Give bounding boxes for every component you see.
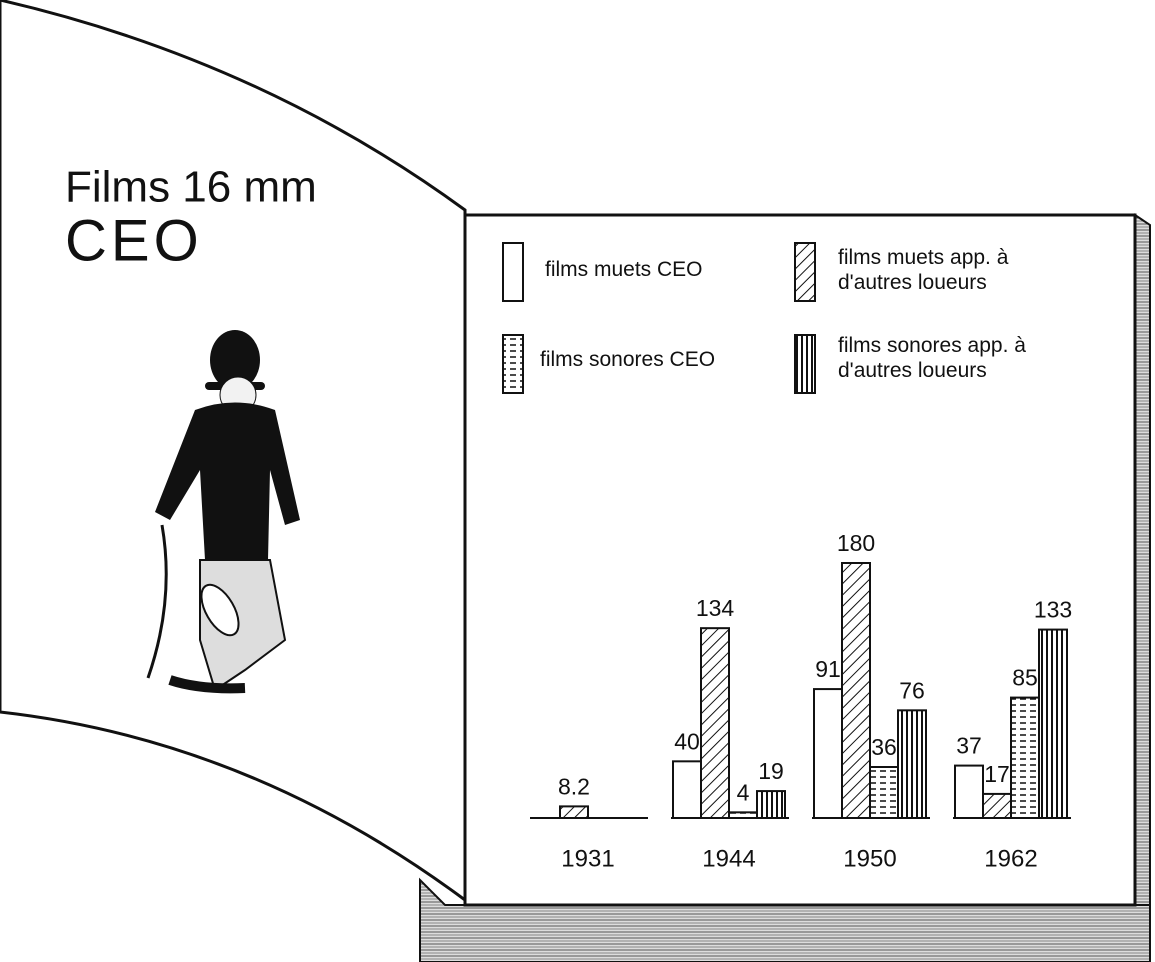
legend-swatch bbox=[502, 334, 524, 394]
value-label: 85 bbox=[1012, 665, 1038, 691]
value-label: 91 bbox=[815, 656, 841, 682]
value-label: 37 bbox=[956, 733, 982, 759]
x-tick-label: 1950 bbox=[843, 845, 896, 872]
figure bbox=[146, 330, 300, 694]
x-tick-label: 1962 bbox=[984, 845, 1037, 872]
value-label: 180 bbox=[837, 530, 875, 556]
legend-swatch bbox=[794, 334, 816, 394]
value-label: 134 bbox=[696, 595, 735, 621]
bar bbox=[672, 760, 702, 819]
value-label: 133 bbox=[1034, 597, 1072, 623]
value-label: 76 bbox=[899, 677, 925, 703]
legend-swatch bbox=[502, 242, 524, 302]
bar bbox=[1010, 696, 1040, 819]
legend-label: films muets CEO bbox=[545, 258, 703, 281]
bar bbox=[756, 790, 786, 819]
bar bbox=[869, 766, 899, 819]
legend-swatch bbox=[794, 242, 816, 302]
chart-subtitle: CEO bbox=[65, 208, 203, 273]
value-label: 8.2 bbox=[558, 773, 590, 799]
bar bbox=[897, 709, 927, 819]
legend-label: films sonores app. à d'autres loueurs bbox=[838, 334, 1026, 382]
x-tick-label: 1944 bbox=[702, 845, 755, 872]
bar bbox=[728, 811, 758, 819]
book-side bbox=[1134, 213, 1151, 906]
bar bbox=[841, 562, 871, 819]
bar bbox=[954, 764, 984, 819]
book-edge bbox=[419, 877, 1151, 962]
bar bbox=[559, 805, 589, 820]
bar bbox=[813, 688, 843, 819]
x-tick-label: 1931 bbox=[561, 845, 614, 872]
legend-label: films muets app. à d'autres loueurs bbox=[838, 246, 1009, 294]
bar bbox=[700, 627, 730, 820]
value-label: 40 bbox=[674, 728, 700, 754]
value-label: 36 bbox=[871, 734, 897, 760]
value-label: 4 bbox=[737, 779, 750, 805]
value-label: 17 bbox=[984, 761, 1010, 787]
bar bbox=[982, 792, 1012, 820]
bar bbox=[1038, 628, 1068, 819]
legend-label: films sonores CEO bbox=[540, 348, 716, 371]
chart-title: Films 16 mm bbox=[65, 163, 317, 212]
value-label: 19 bbox=[758, 758, 784, 784]
